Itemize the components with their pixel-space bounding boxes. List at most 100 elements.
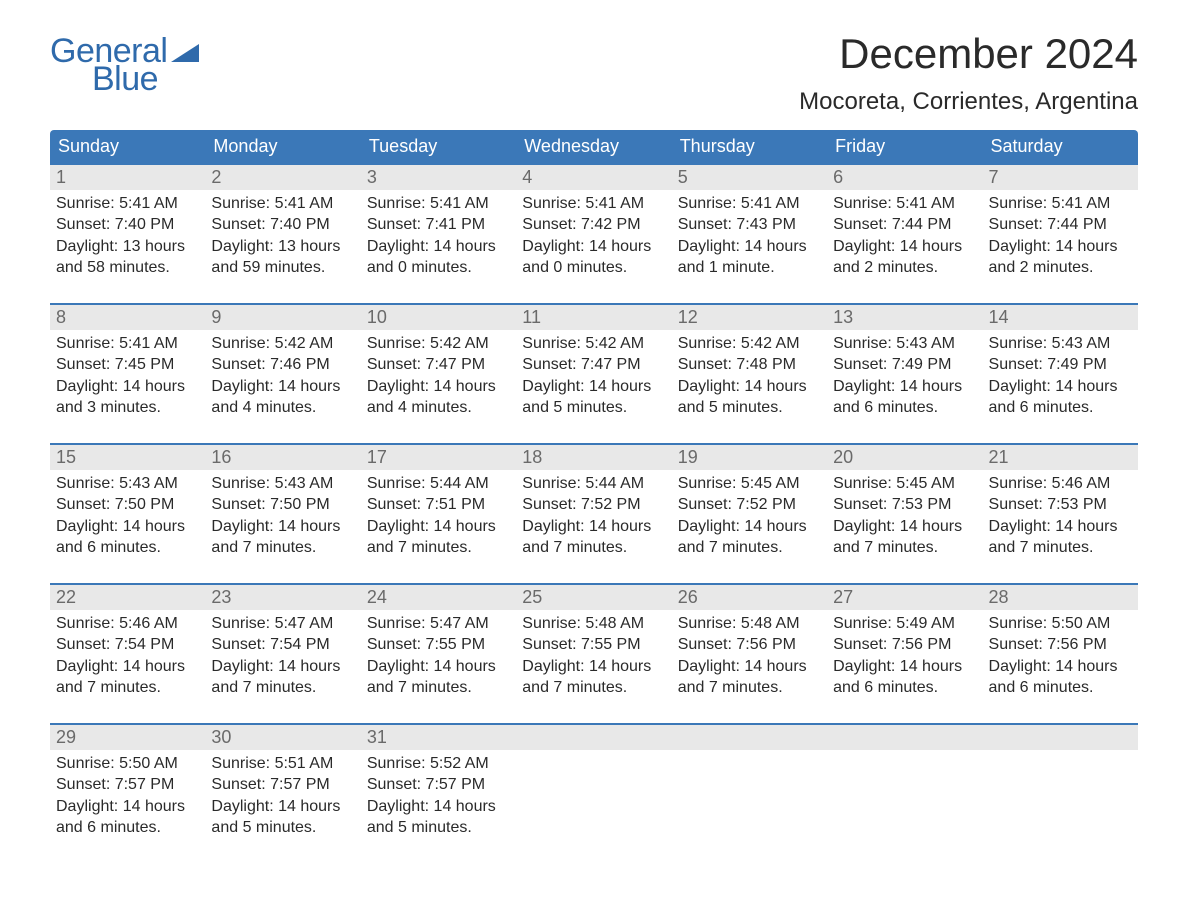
day-day1: Daylight: 14 hours (989, 517, 1132, 537)
day-number: 19 (672, 445, 827, 470)
day-day2: and 5 minutes. (211, 818, 354, 838)
day-day2: and 2 minutes. (989, 258, 1132, 278)
calendar-day: 21Sunrise: 5:46 AMSunset: 7:53 PMDayligh… (983, 445, 1138, 573)
day-number: 20 (827, 445, 982, 470)
day-body: Sunrise: 5:52 AMSunset: 7:57 PMDaylight:… (361, 750, 516, 846)
day-day2: and 7 minutes. (522, 538, 665, 558)
day-sunrise: Sunrise: 5:41 AM (522, 194, 665, 214)
weekday-header: Sunday (50, 130, 205, 163)
location: Mocoreta, Corrientes, Argentina (799, 88, 1138, 116)
day-day2: and 7 minutes. (211, 678, 354, 698)
day-body: Sunrise: 5:41 AMSunset: 7:44 PMDaylight:… (983, 190, 1138, 286)
calendar-week: 29Sunrise: 5:50 AMSunset: 7:57 PMDayligh… (50, 723, 1138, 853)
calendar-day (516, 725, 671, 853)
day-body: Sunrise: 5:43 AMSunset: 7:49 PMDaylight:… (827, 330, 982, 426)
calendar-day: 20Sunrise: 5:45 AMSunset: 7:53 PMDayligh… (827, 445, 982, 573)
day-day2: and 5 minutes. (367, 818, 510, 838)
day-body: Sunrise: 5:45 AMSunset: 7:53 PMDaylight:… (827, 470, 982, 566)
day-day2: and 1 minute. (678, 258, 821, 278)
day-day1: Daylight: 14 hours (989, 377, 1132, 397)
calendar-day: 27Sunrise: 5:49 AMSunset: 7:56 PMDayligh… (827, 585, 982, 713)
day-sunrise: Sunrise: 5:45 AM (678, 474, 821, 494)
day-day2: and 6 minutes. (833, 398, 976, 418)
day-day1: Daylight: 14 hours (833, 517, 976, 537)
day-sunrise: Sunrise: 5:43 AM (989, 334, 1132, 354)
day-sunset: Sunset: 7:51 PM (367, 495, 510, 515)
day-sunset: Sunset: 7:50 PM (56, 495, 199, 515)
day-day2: and 6 minutes. (56, 538, 199, 558)
day-sunrise: Sunrise: 5:50 AM (989, 614, 1132, 634)
day-number: 15 (50, 445, 205, 470)
day-body: Sunrise: 5:42 AMSunset: 7:47 PMDaylight:… (361, 330, 516, 426)
day-day1: Daylight: 14 hours (522, 517, 665, 537)
day-body: Sunrise: 5:50 AMSunset: 7:57 PMDaylight:… (50, 750, 205, 846)
day-sunrise: Sunrise: 5:43 AM (211, 474, 354, 494)
calendar-day: 17Sunrise: 5:44 AMSunset: 7:51 PMDayligh… (361, 445, 516, 573)
day-sunset: Sunset: 7:57 PM (367, 775, 510, 795)
day-body: Sunrise: 5:43 AMSunset: 7:50 PMDaylight:… (50, 470, 205, 566)
day-body: Sunrise: 5:41 AMSunset: 7:41 PMDaylight:… (361, 190, 516, 286)
day-number: 11 (516, 305, 671, 330)
day-day1: Daylight: 14 hours (367, 657, 510, 677)
day-number-empty (516, 725, 671, 750)
day-number: 27 (827, 585, 982, 610)
day-number: 17 (361, 445, 516, 470)
day-body: Sunrise: 5:42 AMSunset: 7:47 PMDaylight:… (516, 330, 671, 426)
day-sunset: Sunset: 7:56 PM (833, 635, 976, 655)
day-sunrise: Sunrise: 5:47 AM (367, 614, 510, 634)
weekday-header: Monday (205, 130, 360, 163)
day-number: 5 (672, 165, 827, 190)
day-number: 10 (361, 305, 516, 330)
day-body: Sunrise: 5:43 AMSunset: 7:49 PMDaylight:… (983, 330, 1138, 426)
day-sunset: Sunset: 7:54 PM (56, 635, 199, 655)
day-sunset: Sunset: 7:41 PM (367, 215, 510, 235)
day-day1: Daylight: 14 hours (367, 797, 510, 817)
weekday-header: Thursday (672, 130, 827, 163)
day-day1: Daylight: 14 hours (211, 377, 354, 397)
day-number: 8 (50, 305, 205, 330)
day-sunset: Sunset: 7:48 PM (678, 355, 821, 375)
day-number: 18 (516, 445, 671, 470)
day-day1: Daylight: 14 hours (522, 377, 665, 397)
day-number: 13 (827, 305, 982, 330)
calendar-day: 22Sunrise: 5:46 AMSunset: 7:54 PMDayligh… (50, 585, 205, 713)
day-body: Sunrise: 5:42 AMSunset: 7:48 PMDaylight:… (672, 330, 827, 426)
day-body: Sunrise: 5:46 AMSunset: 7:54 PMDaylight:… (50, 610, 205, 706)
day-day2: and 7 minutes. (56, 678, 199, 698)
calendar-day (983, 725, 1138, 853)
day-sunset: Sunset: 7:55 PM (522, 635, 665, 655)
day-day2: and 0 minutes. (522, 258, 665, 278)
day-body: Sunrise: 5:44 AMSunset: 7:52 PMDaylight:… (516, 470, 671, 566)
header: General Blue December 2024 Mocoreta, Cor… (50, 30, 1138, 124)
day-sunset: Sunset: 7:40 PM (56, 215, 199, 235)
day-body: Sunrise: 5:41 AMSunset: 7:45 PMDaylight:… (50, 330, 205, 426)
calendar-day: 29Sunrise: 5:50 AMSunset: 7:57 PMDayligh… (50, 725, 205, 853)
day-sunrise: Sunrise: 5:41 AM (367, 194, 510, 214)
day-sunrise: Sunrise: 5:43 AM (833, 334, 976, 354)
day-day1: Daylight: 13 hours (211, 237, 354, 257)
day-number: 26 (672, 585, 827, 610)
day-day2: and 5 minutes. (678, 398, 821, 418)
day-number-empty (672, 725, 827, 750)
day-day1: Daylight: 14 hours (989, 657, 1132, 677)
day-sunrise: Sunrise: 5:42 AM (678, 334, 821, 354)
day-number: 7 (983, 165, 1138, 190)
calendar-day: 6Sunrise: 5:41 AMSunset: 7:44 PMDaylight… (827, 165, 982, 293)
day-sunset: Sunset: 7:45 PM (56, 355, 199, 375)
day-sunrise: Sunrise: 5:52 AM (367, 754, 510, 774)
day-sunset: Sunset: 7:47 PM (367, 355, 510, 375)
month-title: December 2024 (799, 30, 1138, 78)
calendar-day: 19Sunrise: 5:45 AMSunset: 7:52 PMDayligh… (672, 445, 827, 573)
day-sunset: Sunset: 7:55 PM (367, 635, 510, 655)
calendar: SundayMondayTuesdayWednesdayThursdayFrid… (50, 130, 1138, 853)
day-sunset: Sunset: 7:46 PM (211, 355, 354, 375)
calendar-week: 22Sunrise: 5:46 AMSunset: 7:54 PMDayligh… (50, 583, 1138, 713)
day-number: 6 (827, 165, 982, 190)
day-sunrise: Sunrise: 5:49 AM (833, 614, 976, 634)
day-day1: Daylight: 14 hours (367, 517, 510, 537)
day-sunset: Sunset: 7:49 PM (833, 355, 976, 375)
day-body: Sunrise: 5:50 AMSunset: 7:56 PMDaylight:… (983, 610, 1138, 706)
day-number: 30 (205, 725, 360, 750)
weekday-header: Tuesday (361, 130, 516, 163)
calendar-day: 9Sunrise: 5:42 AMSunset: 7:46 PMDaylight… (205, 305, 360, 433)
